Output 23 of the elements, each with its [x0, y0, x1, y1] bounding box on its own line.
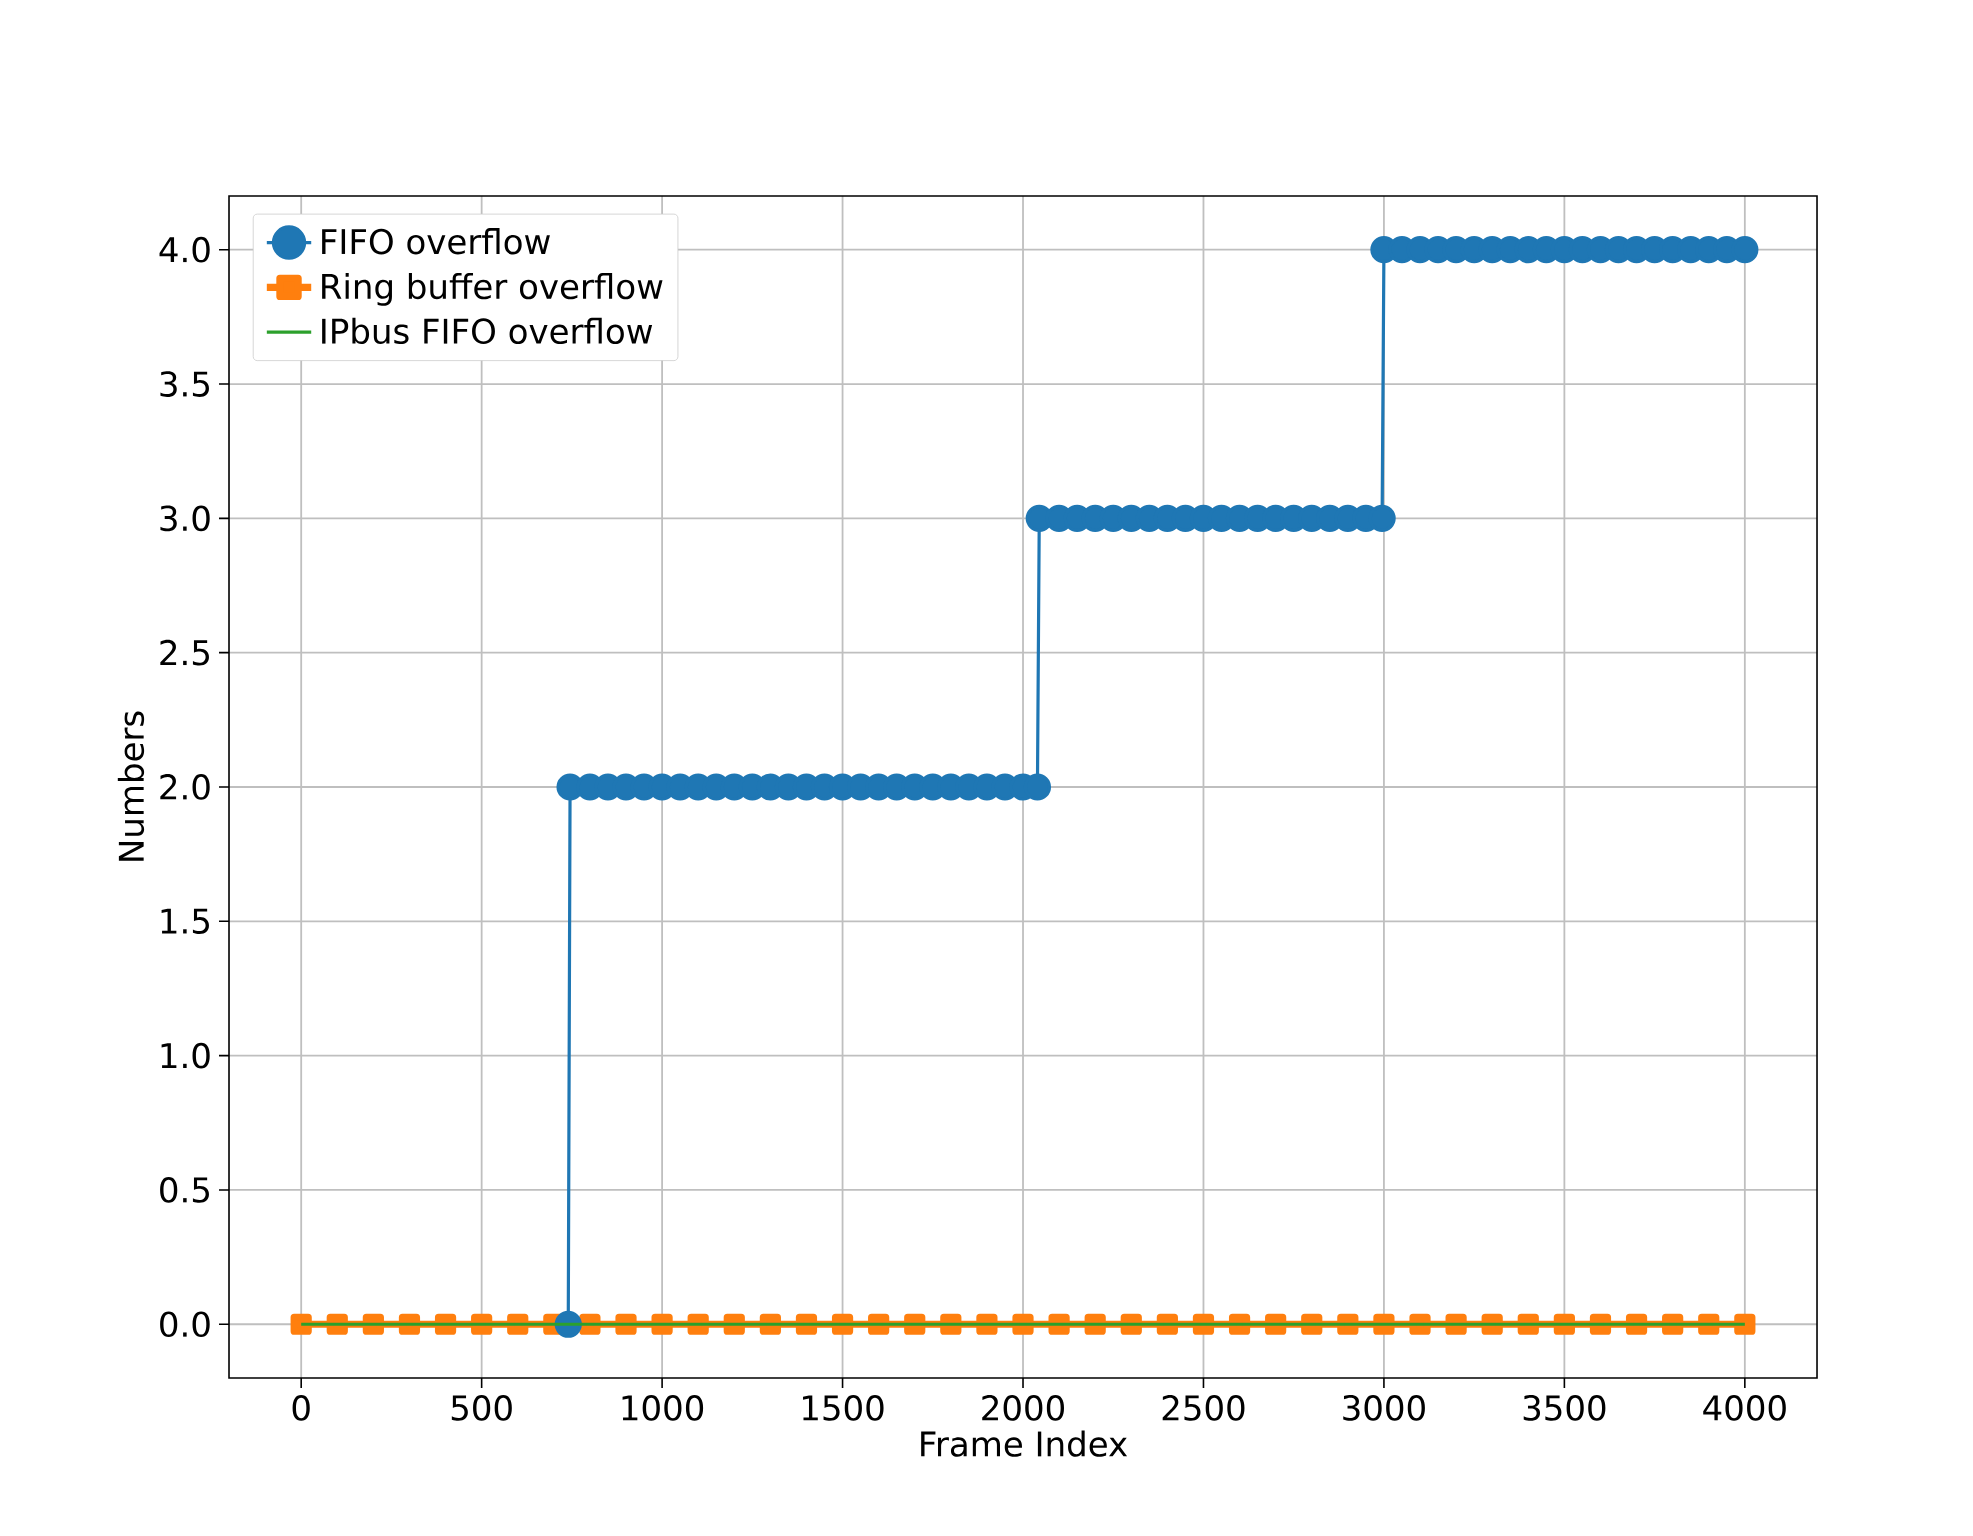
x-tick-label: 2000: [982, 1395, 1064, 1421]
y-tick-label: 1.5: [161, 908, 209, 934]
x-tick-label: 4000: [1703, 1395, 1786, 1421]
x-axis-title: Frame Index: [921, 1430, 1128, 1457]
x-tick-label: 3500: [1523, 1395, 1606, 1421]
y-tick-label: 3.5: [160, 371, 209, 397]
x-tick-label: 1500: [803, 1395, 884, 1421]
y-tick-label: 4.0: [159, 236, 210, 263]
x-tick-label: 3000: [1343, 1395, 1425, 1421]
legend-label: IPbus FIFO overflow: [322, 317, 653, 345]
x-tick-label: 1000: [622, 1395, 704, 1421]
legend-label: Ring buffer overflow: [322, 272, 663, 306]
x-tick-label: 0: [292, 1395, 310, 1421]
y-tick-label: 2.5: [160, 639, 209, 666]
x-tick-label: 500: [451, 1395, 512, 1421]
y-tick-label: 2.0: [160, 774, 210, 800]
y-axis-title: Numbers: [117, 711, 145, 861]
y-tick-label: 3.0: [160, 505, 210, 532]
y-tick-label: 0.5: [160, 1177, 209, 1203]
x-tick-label: 2500: [1162, 1395, 1245, 1421]
legend-label: FIFO overflow: [322, 228, 550, 255]
y-tick-label: 0.0: [160, 1311, 210, 1338]
y-tick-label: 1.0: [161, 1042, 210, 1069]
